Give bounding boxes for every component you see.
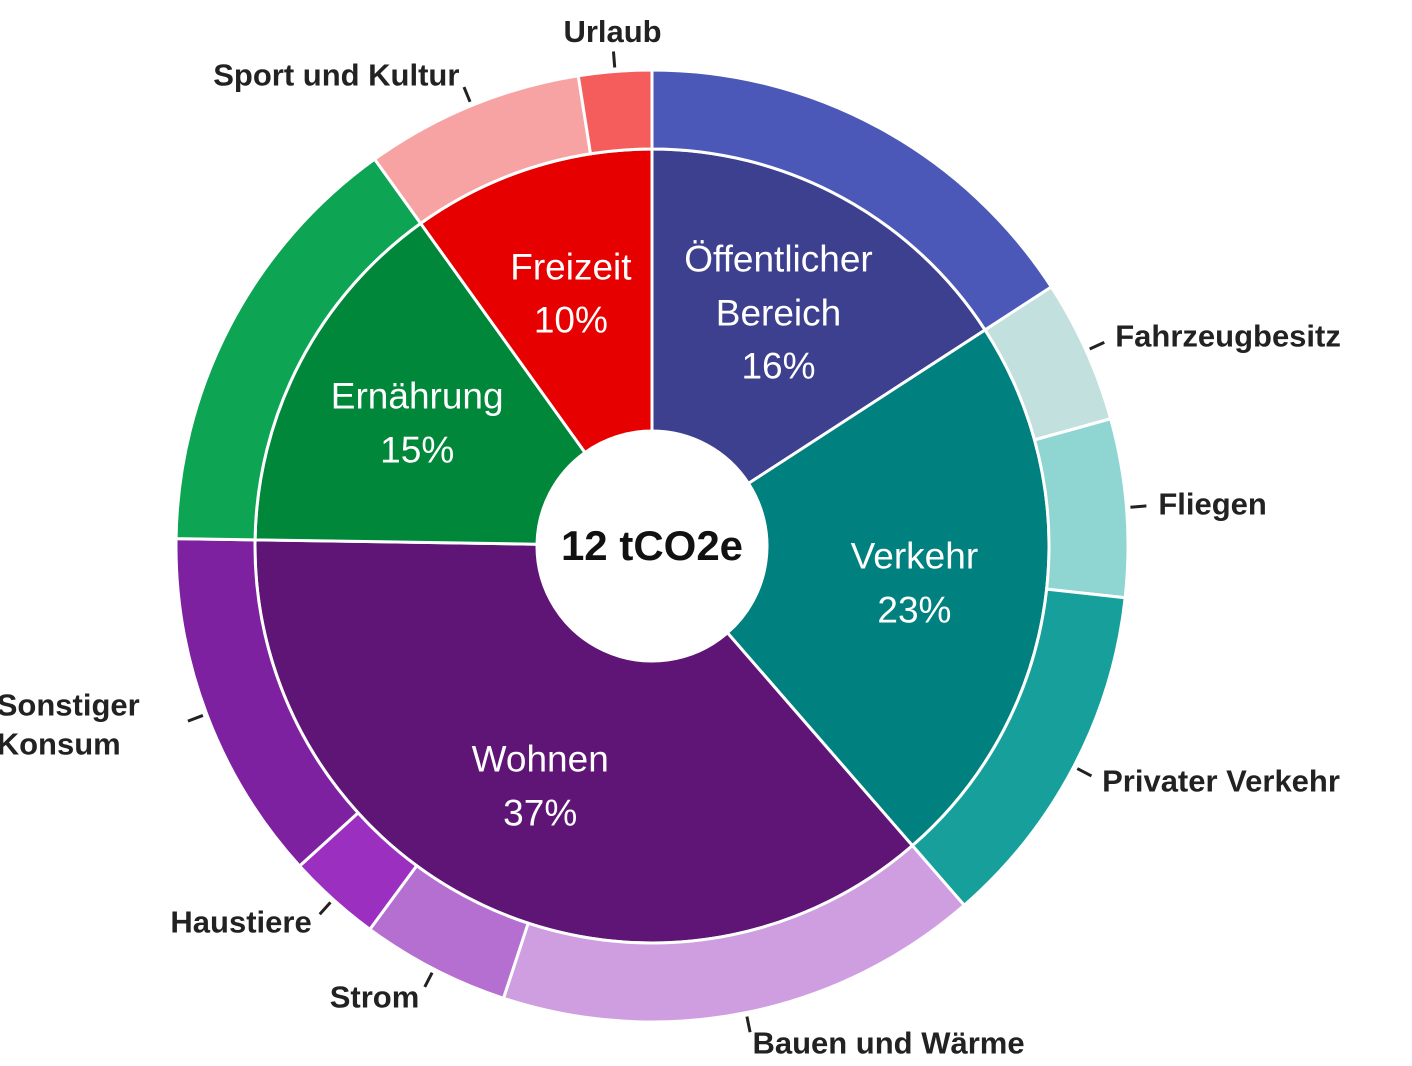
inner-label: Öffentlicher Bereich 16% [644, 233, 914, 394]
outer-label: Bauen und Wärme [752, 1025, 1025, 1061]
outer-segment [576, 68, 654, 156]
inner-label: Freizeit 10% [436, 240, 706, 347]
outer-label: Haustiere [170, 904, 312, 940]
leader-line [745, 1016, 752, 1033]
outer-label: Sport und Kultur [213, 57, 460, 93]
outer-label: Sonstiger Konsum [0, 687, 140, 762]
segment-name: Verkehr [850, 535, 979, 577]
segment-value: 15% [380, 429, 455, 471]
inner-label: Verkehr 23% [779, 529, 1049, 636]
outer-label: Fahrzeugbesitz [1115, 319, 1341, 355]
center-label: 12 tCO2e [560, 522, 744, 569]
segment-name: Wohnen [471, 738, 609, 780]
segment-name: Freizeit [510, 246, 632, 288]
segment-name: Öffentlicher Bereich [684, 238, 873, 334]
leader-line [1089, 341, 1105, 351]
leader-line [423, 971, 434, 988]
segment-value: 16% [741, 345, 816, 387]
segment-value: 23% [877, 588, 952, 630]
segment-value: 10% [533, 299, 608, 341]
leader-line [318, 901, 332, 916]
outer-label: Strom [329, 979, 420, 1015]
segment-value: 37% [503, 792, 578, 834]
leader-line [462, 86, 472, 103]
outer-label: Urlaub [563, 13, 662, 49]
leader-line [1076, 767, 1093, 778]
outer-label: Privater Verkehr [1102, 763, 1340, 799]
leader-line [611, 51, 617, 68]
segment-name: Ernährung [330, 375, 504, 417]
center-hole [537, 431, 767, 661]
leader-line [187, 714, 204, 723]
leader-line [1130, 504, 1147, 509]
inner-label: Ernährung 15% [282, 369, 552, 476]
inner-label: Wohnen 37% [405, 733, 675, 840]
outer-label: Fliegen [1158, 486, 1267, 522]
